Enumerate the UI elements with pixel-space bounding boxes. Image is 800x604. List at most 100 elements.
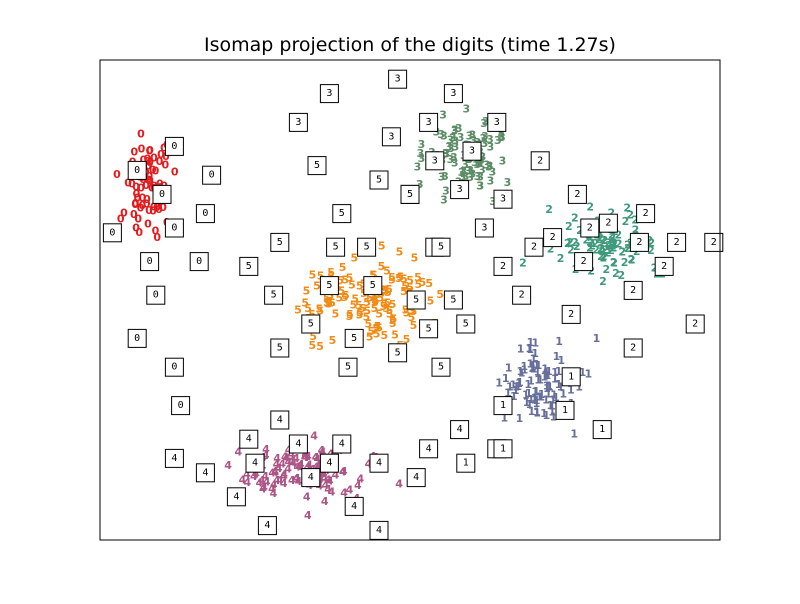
thumbnail-glyph: 4 — [202, 467, 208, 478]
point-digit-5: 5 — [316, 340, 324, 353]
thumbnail-box — [319, 453, 339, 473]
point-digit-3: 3 — [482, 115, 490, 128]
point-digit-1: 1 — [510, 390, 518, 403]
axes-frame — [99, 59, 721, 541]
point-digit-4: 4 — [281, 451, 289, 464]
point-digit-3: 3 — [474, 158, 482, 171]
point-digit-2: 2 — [597, 243, 605, 256]
point-digit-3: 3 — [418, 152, 426, 165]
point-digit-4: 4 — [293, 460, 301, 473]
point-digit-5: 5 — [339, 261, 347, 274]
point-digit-4: 4 — [280, 477, 288, 490]
thumbnail-glyph: 3 — [295, 117, 301, 128]
point-digit-2: 2 — [610, 256, 618, 269]
thumbnail-glyph: 4 — [295, 439, 301, 450]
thumbnail-box — [580, 218, 600, 238]
thumbnail-digit-3: 3 — [425, 151, 445, 171]
point-digit-3: 3 — [468, 167, 476, 180]
thumbnail-glyph: 4 — [351, 501, 357, 512]
point-digit-1: 1 — [531, 347, 539, 360]
point-digit-4: 4 — [284, 462, 292, 475]
point-digit-2: 2 — [647, 244, 655, 257]
point-digit-1: 1 — [552, 391, 560, 404]
point-digit-0: 0 — [159, 201, 167, 214]
thumbnail-glyph: 5 — [407, 189, 413, 200]
point-digit-4: 4 — [243, 468, 251, 481]
thumbnail-digit-5: 5 — [431, 357, 451, 377]
thumbnail-glyph: 5 — [271, 290, 277, 301]
point-digit-0: 0 — [157, 148, 165, 161]
thumbnail-glyph: 4 — [326, 458, 332, 469]
thumbnail-digit-4: 4 — [226, 487, 246, 507]
point-digit-5: 5 — [411, 252, 419, 265]
thumbnail-box — [555, 400, 575, 420]
point-digit-2: 2 — [621, 256, 629, 269]
thumbnail-digit-1: 1 — [555, 400, 575, 420]
point-digit-1: 1 — [514, 380, 522, 393]
point-digit-0: 0 — [146, 174, 154, 187]
point-digit-3: 3 — [486, 133, 494, 146]
point-digit-2: 2 — [587, 236, 595, 249]
point-digit-1: 1 — [555, 365, 563, 378]
point-digit-1: 1 — [530, 352, 538, 365]
thumbnail-digit-4: 4 — [319, 453, 339, 473]
point-digit-2: 2 — [587, 237, 595, 250]
point-digit-2: 2 — [610, 236, 618, 249]
point-digit-5: 5 — [371, 302, 379, 315]
point-digit-5: 5 — [391, 329, 399, 342]
thumbnail-glyph: 2 — [661, 261, 667, 272]
point-digit-2: 2 — [567, 244, 575, 257]
point-digit-1: 1 — [546, 399, 554, 412]
thumbnail-digit-1: 1 — [561, 367, 581, 387]
thumbnail-box — [667, 232, 687, 252]
point-digit-3: 3 — [477, 180, 485, 193]
point-digit-4: 4 — [283, 452, 291, 465]
point-digit-2: 2 — [571, 212, 579, 225]
thumbnail-digit-0: 0 — [140, 252, 160, 272]
point-digit-3: 3 — [481, 130, 489, 143]
point-digit-1: 1 — [570, 427, 578, 440]
thumbnail-glyph: 1 — [500, 443, 506, 454]
thumbnail-digit-1: 1 — [592, 420, 612, 440]
thumbnail-box — [474, 218, 494, 238]
point-digit-5: 5 — [372, 322, 380, 335]
point-digit-2: 2 — [592, 243, 600, 256]
thumbnail-box — [704, 232, 724, 252]
thumbnail-box — [493, 189, 513, 209]
point-digit-4: 4 — [313, 453, 321, 466]
point-digit-1: 1 — [525, 342, 533, 355]
point-digit-5: 5 — [356, 307, 364, 320]
point-digit-5: 5 — [401, 280, 409, 293]
point-digit-0: 0 — [145, 170, 153, 183]
thumbnail-box — [431, 357, 451, 377]
thumbnail-box — [245, 453, 265, 473]
point-digit-1: 1 — [495, 377, 503, 390]
point-digit-5: 5 — [342, 289, 350, 302]
point-digit-4: 4 — [260, 481, 268, 494]
point-digit-5: 5 — [325, 298, 333, 311]
point-digit-1: 1 — [533, 407, 541, 420]
point-digit-3: 3 — [489, 195, 497, 208]
point-digit-4: 4 — [340, 486, 348, 499]
point-digit-2: 2 — [615, 237, 623, 250]
point-digit-0: 0 — [144, 174, 152, 187]
thumbnail-glyph: 5 — [438, 242, 444, 253]
point-digit-1: 1 — [521, 363, 529, 376]
point-digit-3: 3 — [438, 171, 446, 184]
point-digit-0: 0 — [132, 181, 140, 194]
point-digit-1: 1 — [545, 365, 553, 378]
point-digit-5: 5 — [414, 271, 422, 284]
thumbnail-glyph: 2 — [692, 319, 698, 330]
thumbnail-glyph: 1 — [599, 424, 605, 435]
point-digit-5: 5 — [408, 311, 416, 324]
point-digit-5: 5 — [419, 276, 427, 289]
point-digit-1: 1 — [509, 379, 517, 392]
thumbnail-glyph: 5 — [277, 343, 283, 354]
thumbnail-glyph: 0 — [196, 256, 202, 267]
thumbnail-box — [171, 396, 191, 416]
point-digit-3: 3 — [466, 164, 474, 177]
point-digit-5: 5 — [396, 245, 404, 258]
point-digit-1: 1 — [504, 386, 512, 399]
point-digit-5: 5 — [338, 285, 346, 298]
point-digit-0: 0 — [162, 150, 170, 163]
